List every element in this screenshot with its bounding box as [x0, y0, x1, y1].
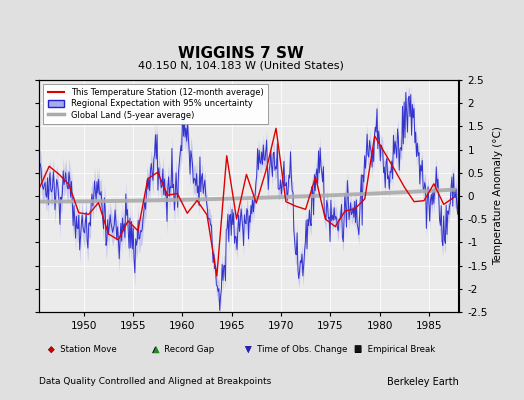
Legend: This Temperature Station (12-month average), Regional Expectation with 95% uncer: This Temperature Station (12-month avera…: [43, 84, 268, 124]
Text: ▲: ▲: [152, 344, 159, 354]
Text: ■  Empirical Break: ■ Empirical Break: [354, 344, 435, 354]
Text: Berkeley Earth: Berkeley Earth: [387, 377, 458, 387]
Text: Data Quality Controlled and Aligned at Breakpoints: Data Quality Controlled and Aligned at B…: [39, 378, 271, 386]
Text: ▼: ▼: [245, 344, 252, 354]
Text: ▲  Record Gap: ▲ Record Gap: [152, 344, 215, 354]
Text: WIGGINS 7 SW: WIGGINS 7 SW: [178, 46, 304, 62]
Y-axis label: Temperature Anomaly (°C): Temperature Anomaly (°C): [494, 126, 504, 266]
Text: ▼  Time of Obs. Change: ▼ Time of Obs. Change: [245, 344, 347, 354]
Text: 40.150 N, 104.183 W (United States): 40.150 N, 104.183 W (United States): [138, 61, 344, 71]
Text: ◆  Station Move: ◆ Station Move: [48, 344, 116, 354]
Text: ■: ■: [354, 344, 362, 354]
Text: ◆: ◆: [48, 344, 54, 354]
